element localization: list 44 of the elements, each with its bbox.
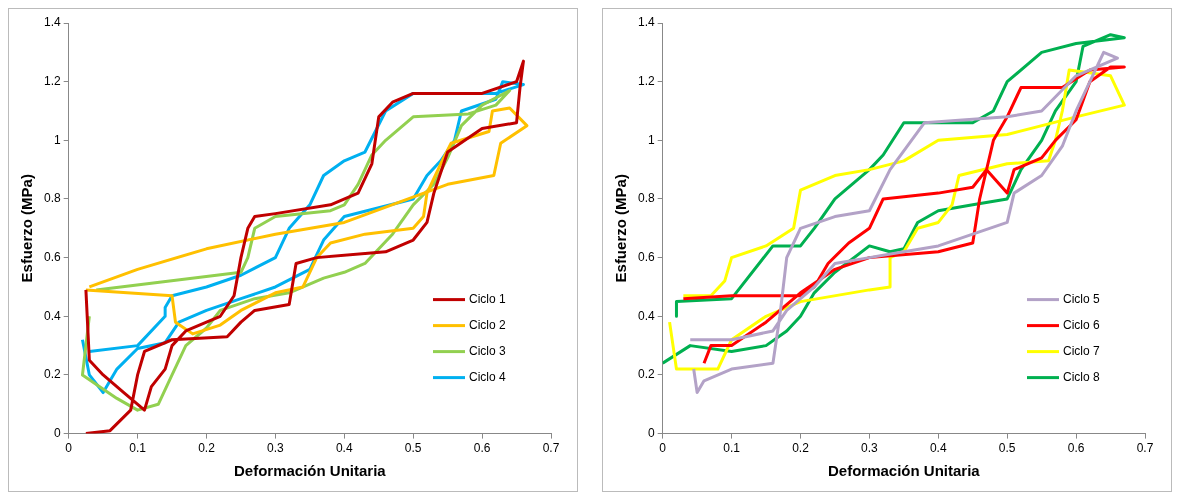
x-tick-label: 0.3 — [267, 441, 285, 456]
y-tick-label: 0.4 — [637, 308, 655, 323]
y-tick-label: 0.8 — [43, 191, 61, 206]
y-tick-label: 0 — [647, 425, 655, 440]
x-tick-label: 0.6 — [1067, 441, 1085, 456]
legend-label: Ciclo 7 — [1063, 343, 1101, 358]
y-axis-title: Esfuerzo (MPa) — [18, 174, 36, 283]
legend-label: Ciclo 4 — [469, 369, 507, 384]
legend-label: Ciclo 6 — [1063, 317, 1101, 332]
x-tick-label: 0.2 — [792, 441, 810, 456]
x-tick-label: 0.1 — [723, 441, 741, 456]
legend-label: Ciclo 1 — [469, 291, 507, 306]
x-tick-label: 0.6 — [473, 441, 491, 456]
x-tick-label: 0.3 — [861, 441, 879, 456]
legend-label: Ciclo 3 — [469, 343, 507, 358]
y-tick-label: 1 — [53, 132, 61, 147]
x-tick-label: 0.1 — [129, 441, 147, 456]
y-axis-title: Esfuerzo (MPa) — [612, 174, 630, 283]
x-tick-label: 0.7 — [1136, 441, 1154, 456]
y-tick-label: 1.4 — [43, 15, 61, 30]
legend-label: Ciclo 8 — [1063, 369, 1101, 384]
x-tick-label: 0 — [659, 441, 667, 456]
x-tick-label: 0.5 — [404, 441, 422, 456]
y-tick-label: 1.2 — [637, 73, 655, 88]
y-tick-label: 1.4 — [637, 15, 655, 30]
y-tick-label: 0.6 — [43, 249, 61, 264]
y-tick-label: 0.4 — [43, 308, 61, 323]
legend-label: Ciclo 2 — [469, 317, 507, 332]
y-tick-label: 0.2 — [637, 367, 655, 382]
x-tick-label: 0 — [65, 441, 73, 456]
y-tick-label: 1 — [647, 132, 655, 147]
x-axis-title: Deformación Unitaria — [233, 462, 387, 480]
x-tick-label: 0.5 — [998, 441, 1016, 456]
y-tick-label: 0.8 — [637, 191, 655, 206]
y-tick-label: 0 — [53, 425, 61, 440]
x-tick-label: 0.4 — [335, 441, 353, 456]
x-tick-label: 0.2 — [198, 441, 216, 456]
y-tick-label: 0.2 — [43, 367, 61, 382]
x-tick-label: 0.4 — [929, 441, 947, 456]
x-axis-title: Deformación Unitaria — [827, 462, 981, 480]
legend-label: Ciclo 5 — [1063, 291, 1101, 306]
y-tick-label: 1.2 — [43, 73, 61, 88]
y-tick-label: 0.6 — [637, 249, 655, 264]
x-tick-label: 0.7 — [542, 441, 560, 456]
